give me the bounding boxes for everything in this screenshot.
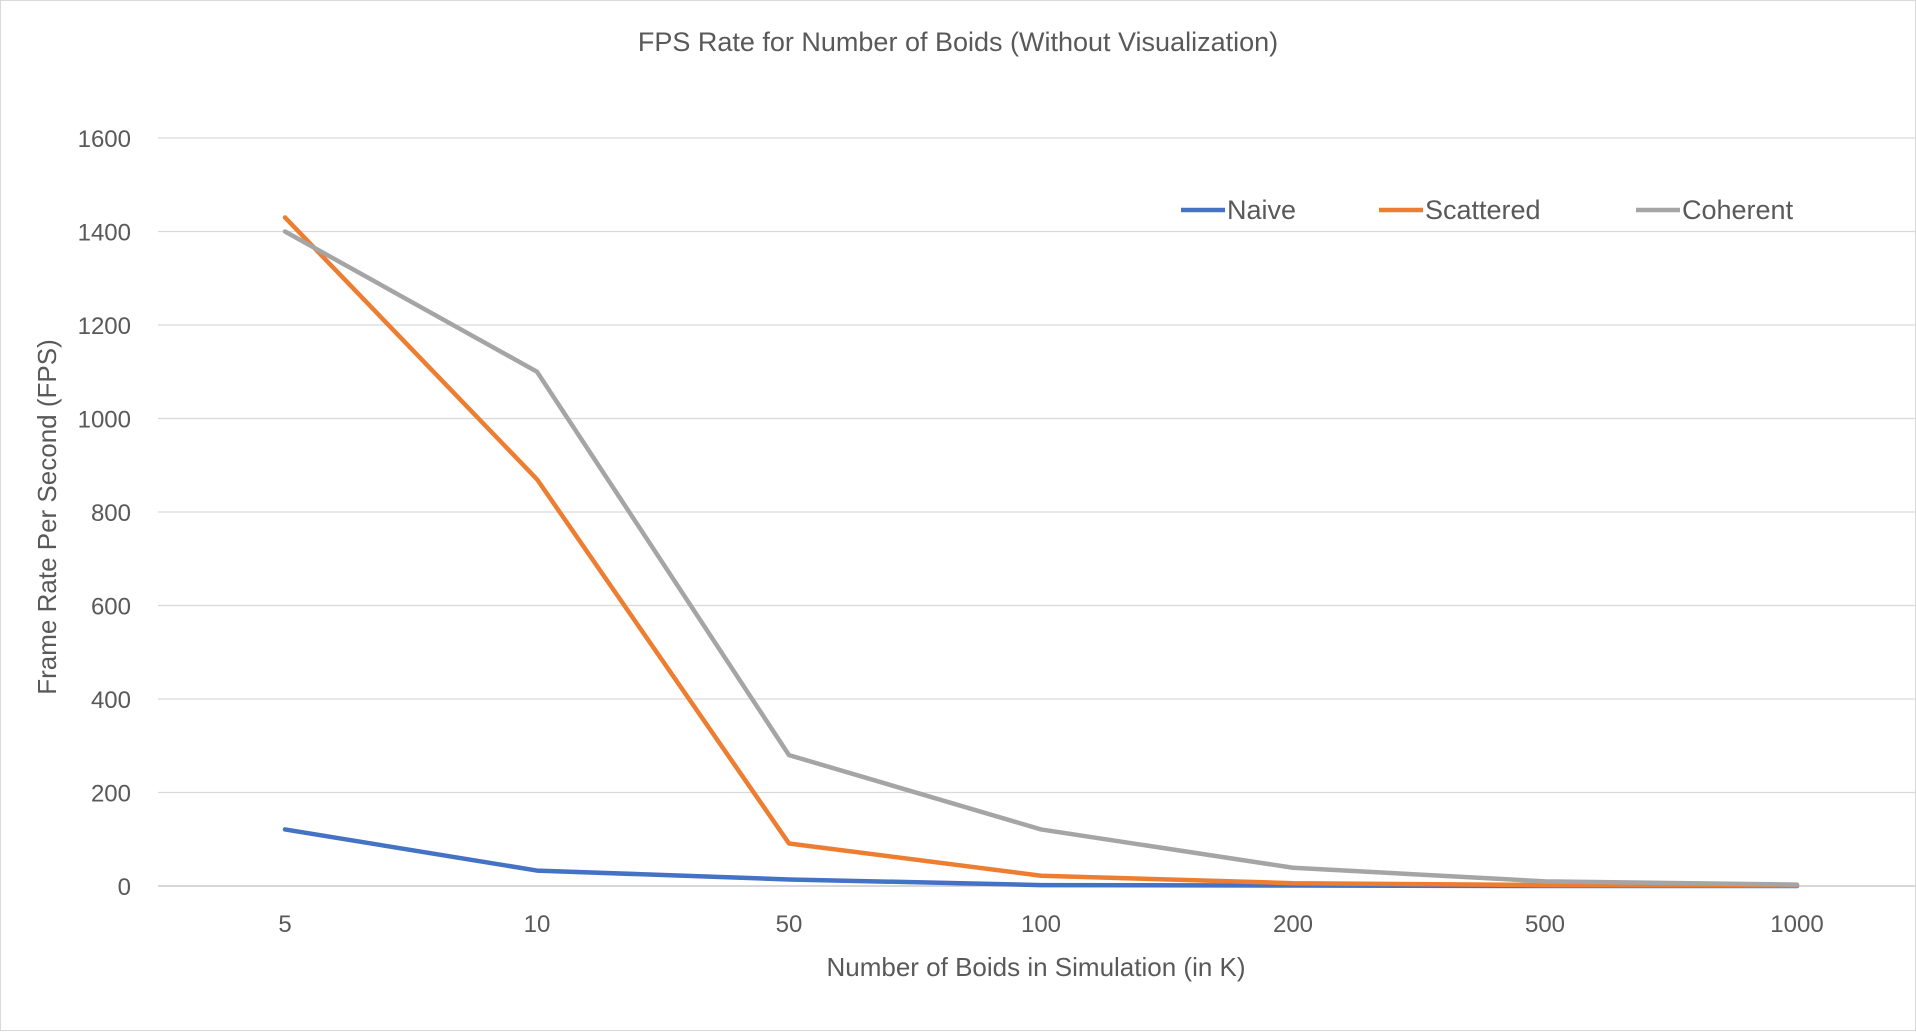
legend-item-coherent: Coherent [1636, 195, 1794, 225]
y-axis-tick-labels: 0 200 400 600 800 1000 1200 1400 1600 [78, 126, 131, 901]
y-tick-label: 1000 [78, 407, 131, 434]
y-tick-label: 1400 [78, 220, 131, 247]
x-tick-label: 5 [278, 911, 291, 938]
x-tick-label: 1000 [1770, 911, 1823, 938]
y-tick-label: 800 [91, 500, 131, 527]
y-axis-title: Frame Rate Per Second (FPS) [32, 339, 62, 694]
y-tick-label: 400 [91, 687, 131, 714]
legend-item-scattered: Scattered [1379, 195, 1541, 225]
legend-label: Scattered [1425, 195, 1541, 225]
y-tick-label: 600 [91, 594, 131, 621]
series-lines [282, 215, 1800, 889]
x-tick-label: 10 [524, 911, 551, 938]
series-line-coherent [282, 229, 1800, 887]
legend: Naive Scattered Coherent [1181, 195, 1794, 225]
x-axis-title: Number of Boids in Simulation (in K) [826, 952, 1245, 982]
legend-label: Naive [1227, 195, 1296, 225]
x-tick-label: 500 [1525, 911, 1565, 938]
y-tick-label: 1200 [78, 313, 131, 340]
gridlines [158, 137, 1915, 887]
legend-label: Coherent [1682, 195, 1794, 225]
y-tick-label: 1600 [78, 126, 131, 153]
x-tick-label: 50 [776, 911, 803, 938]
legend-item-naive: Naive [1181, 195, 1296, 225]
chart-title: FPS Rate for Number of Boids (Without Vi… [638, 27, 1278, 57]
y-tick-label: 0 [118, 874, 131, 901]
x-tick-label: 200 [1273, 911, 1313, 938]
series-line-scattered [282, 215, 1800, 888]
x-tick-label: 100 [1021, 911, 1061, 938]
x-axis-tick-labels: 5 10 50 100 200 500 1000 [278, 911, 1823, 938]
y-tick-label: 200 [91, 781, 131, 808]
